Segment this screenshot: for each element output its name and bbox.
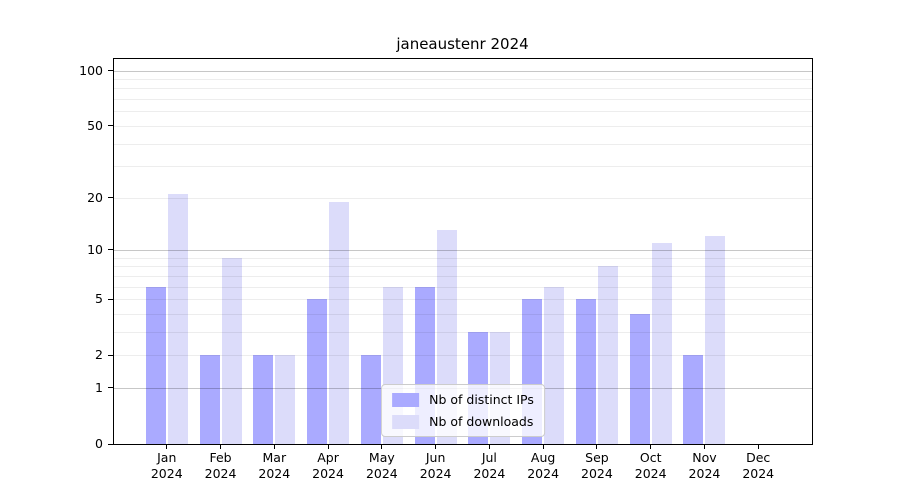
plot-area: Nb of distinct IPs Nb of downloads — [113, 58, 813, 445]
x-tick-mark — [327, 445, 329, 449]
x-tick-label: Feb 2024 — [204, 450, 237, 481]
legend: Nb of distinct IPs Nb of downloads — [381, 384, 545, 437]
x-tick-label: Oct 2024 — [634, 450, 667, 481]
bar-downloads-sep — [597, 266, 618, 444]
y-tick-mark — [108, 443, 113, 445]
bar-ips-nov — [683, 355, 704, 444]
gridline-minor — [114, 79, 812, 81]
bar-downloads-jan — [167, 193, 188, 444]
bar-ips-jan — [145, 286, 166, 444]
bar-downloads-feb — [221, 257, 242, 444]
gridline-minor — [114, 99, 812, 101]
x-tick-label: Mar 2024 — [258, 450, 291, 481]
y-tick-mark — [108, 298, 113, 300]
bar-downloads-mar — [275, 355, 296, 444]
legend-swatch-ips — [392, 392, 420, 407]
gridline-minor — [114, 166, 812, 168]
y-tick-mark — [108, 249, 113, 251]
bar-ips-may — [360, 355, 381, 444]
y-tick-label: 10 — [87, 241, 103, 257]
x-tick-label: Sep 2024 — [581, 450, 613, 481]
x-tick-label: Jan 2024 — [150, 450, 183, 481]
x-tick-label: Dec 2024 — [742, 450, 775, 481]
x-tick-mark — [220, 445, 222, 449]
legend-label-ips: Nb of distinct IPs — [429, 392, 534, 407]
x-tick-label: Jul 2024 — [473, 450, 506, 481]
gridline-major — [114, 70, 812, 72]
x-tick-mark — [650, 445, 652, 449]
x-tick-label: Aug 2024 — [527, 450, 560, 481]
y-tick-label: 2 — [95, 347, 103, 363]
bar-ips-sep — [575, 299, 596, 444]
y-tick-mark — [108, 354, 113, 356]
gridline-minor — [114, 88, 812, 90]
chart-title: janeaustenr 2024 — [396, 35, 529, 53]
bar-ips-oct — [629, 313, 650, 444]
bar-downloads-apr — [329, 201, 350, 444]
y-tick-label: 20 — [87, 189, 103, 205]
bar-downloads-nov — [705, 236, 726, 444]
y-tick-mark — [108, 70, 113, 72]
x-tick-label: Apr 2024 — [312, 450, 344, 481]
y-tick-label: 1 — [95, 379, 103, 395]
gridline-minor — [114, 125, 812, 127]
x-tick-label: May 2024 — [365, 450, 398, 481]
y-tick-label: 100 — [79, 62, 103, 78]
bar-downloads-aug — [544, 286, 565, 444]
y-tick-label: 50 — [87, 117, 103, 133]
x-tick-mark — [596, 445, 598, 449]
legend-label-downloads: Nb of downloads — [429, 414, 534, 429]
y-tick-mark — [108, 125, 113, 127]
legend-swatch-downloads — [392, 414, 420, 429]
gridline-minor — [114, 143, 812, 145]
x-tick-mark — [381, 445, 383, 449]
x-tick-mark — [273, 445, 275, 449]
x-tick-mark — [166, 445, 168, 449]
bar-ips-mar — [253, 355, 274, 444]
x-tick-mark — [703, 445, 705, 449]
x-tick-mark — [488, 445, 490, 449]
bar-ips-apr — [307, 299, 328, 444]
bar-downloads-oct — [651, 242, 672, 444]
x-tick-mark — [757, 445, 759, 449]
legend-entry-downloads: Nb of downloads — [392, 414, 534, 429]
y-tick-mark — [108, 197, 113, 199]
y-tick-label: 0 — [95, 436, 103, 451]
gridline-minor — [114, 111, 812, 113]
x-tick-label: Jun 2024 — [419, 450, 452, 481]
gridline-minor — [114, 197, 812, 199]
bar-ips-feb — [199, 355, 220, 444]
legend-entry-ips: Nb of distinct IPs — [392, 392, 534, 407]
x-tick-mark — [435, 445, 437, 449]
x-tick-mark — [542, 445, 544, 449]
y-tick-mark — [108, 387, 113, 389]
x-tick-label: Nov 2024 — [688, 450, 721, 481]
y-tick-label: 5 — [95, 291, 103, 307]
